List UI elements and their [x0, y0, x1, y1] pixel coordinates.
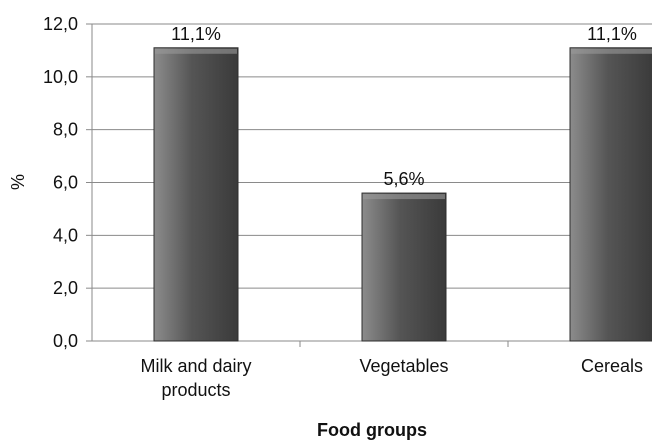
bar-group — [569, 47, 652, 342]
y-tick-label: 10,0 — [43, 67, 78, 87]
y-axis-title: % — [8, 174, 28, 190]
category-label: Cereals — [581, 356, 643, 376]
labels: 0,0 2,0 4,0 6,0 8,0 10,0 12,0 11,1% Milk and dai… — [43, 14, 643, 400]
bar-group — [153, 47, 239, 342]
data-label: 11,1% — [171, 24, 221, 44]
category-label: Milk and dairy — [140, 356, 251, 376]
y-tick-label: 12,0 — [43, 14, 78, 34]
y-tick-label: 8,0 — [53, 120, 78, 140]
bar-group — [361, 192, 447, 342]
bar-bevel — [155, 48, 237, 54]
bar — [153, 47, 239, 342]
data-label: 5,6% — [383, 169, 424, 189]
bar-bevel — [571, 48, 652, 54]
bar-bevel — [363, 194, 445, 200]
bars — [153, 47, 652, 342]
bar — [569, 47, 652, 342]
x-axis-title: Food groups — [317, 420, 427, 440]
y-tick-label: 2,0 — [53, 278, 78, 298]
y-tick-label: 6,0 — [53, 173, 78, 193]
category-label: Vegetables — [359, 356, 448, 376]
data-label: 11,1% — [587, 24, 637, 44]
y-tick-label: 4,0 — [53, 225, 78, 245]
category-label: products — [161, 380, 230, 400]
bar — [361, 192, 447, 342]
y-tick-label: 0,0 — [53, 331, 78, 351]
